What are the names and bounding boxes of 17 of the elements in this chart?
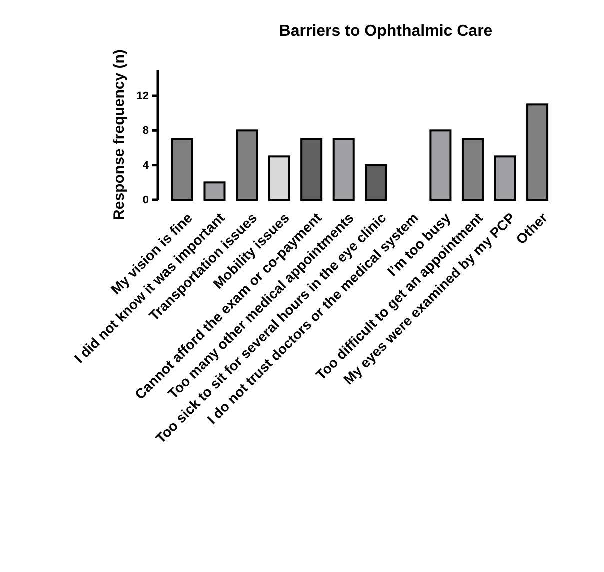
bar [430, 130, 452, 201]
bar [526, 104, 549, 201]
y-tick-label: 8 [142, 125, 149, 138]
bar [204, 182, 226, 201]
y-tick-label: 0 [142, 194, 149, 207]
bar [494, 156, 516, 201]
y-axis-title: Response frequency (n) [111, 50, 128, 220]
y-tick-label: 4 [142, 160, 150, 172]
bar [171, 138, 194, 201]
y-tick-label: 12 [136, 90, 149, 103]
bar [462, 138, 484, 201]
bar [236, 130, 258, 201]
bar [300, 138, 323, 201]
bar [365, 164, 388, 201]
chart-title: Barriers to Ophthalmic Care [279, 23, 493, 40]
bar [332, 138, 355, 201]
bar [268, 156, 290, 201]
